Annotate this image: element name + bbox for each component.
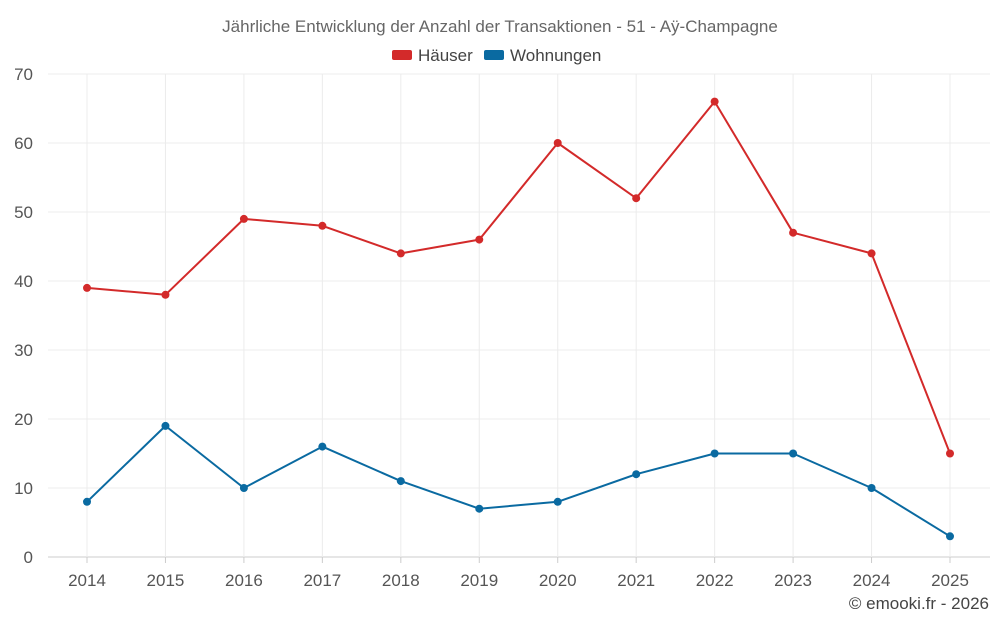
y-tick-label: 50 [14,203,33,222]
data-point-haeuser[interactable] [83,283,91,292]
data-point-wohnungen[interactable] [553,497,562,506]
x-tick-label: 2025 [931,571,969,590]
y-tick-label: 0 [24,548,33,567]
data-point-haeuser[interactable] [318,221,327,230]
data-point-haeuser[interactable] [867,249,876,258]
legend-label-haeuser: Häuser [418,46,473,65]
legend-swatch-haeuser [392,50,412,60]
x-tick-label: 2023 [774,571,812,590]
y-tick-label: 30 [14,341,33,360]
data-point-wohnungen[interactable] [318,442,327,451]
data-point-wohnungen[interactable] [83,497,91,506]
x-tick-label: 2015 [147,571,185,590]
y-tick-label: 10 [14,479,33,498]
x-tick-label: 2024 [853,571,891,590]
data-point-haeuser[interactable] [789,228,798,237]
data-point-haeuser[interactable] [632,194,641,203]
y-tick-label: 40 [14,272,33,291]
series-line-wohnungen [86,424,951,538]
data-point-wohnungen[interactable] [161,421,170,430]
x-tick-label: 2017 [303,571,341,590]
legend-label-wohnungen: Wohnungen [510,46,601,65]
data-point-wohnungen[interactable] [239,484,248,492]
legend-swatch-wohnungen [484,50,504,60]
x-tick-label: 2014 [68,571,106,590]
data-point-wohnungen[interactable] [710,449,719,458]
x-tick-label: 2020 [539,571,577,590]
y-tick-label: 60 [14,134,33,153]
data-point-wohnungen[interactable] [789,449,798,458]
data-point-haeuser[interactable] [239,214,248,223]
data-point-wohnungen[interactable] [396,477,405,486]
x-tick-label: 2021 [617,571,655,590]
data-point-wohnungen[interactable] [475,504,484,513]
data-point-haeuser[interactable] [475,235,484,244]
legend: Häuser Wohnungen [392,46,601,65]
x-axis-ticks: 2014 2015 2016 2017 2018 2019 2020 2021 2022 2023… [68,557,969,590]
y-tick-label: 70 [14,65,33,84]
series-line-haeuser [86,100,951,454]
x-tick-label: 2018 [382,571,420,590]
data-point-wohnungen[interactable] [632,470,641,479]
y-tick-label: 20 [14,410,33,429]
data-point-haeuser[interactable] [161,290,170,299]
data-point-haeuser[interactable] [553,139,562,147]
grid-layer [48,73,990,558]
y-axis-ticks: 0 10 20 30 40 50 60 70 [14,65,33,567]
chart-title: Jährliche Entwicklung der Anzahl der Tra… [222,17,778,36]
data-point-wohnungen[interactable] [946,532,954,541]
x-tick-label: 2016 [225,571,263,590]
series-layer [83,97,954,541]
x-tick-label: 2022 [696,571,734,590]
credit-text: © emooki.fr - 2026 [849,594,989,613]
data-point-haeuser[interactable] [946,449,954,458]
x-tick-label: 2019 [460,571,498,590]
data-point-haeuser[interactable] [396,249,405,258]
data-point-haeuser[interactable] [710,97,719,106]
data-point-wohnungen[interactable] [867,484,876,492]
